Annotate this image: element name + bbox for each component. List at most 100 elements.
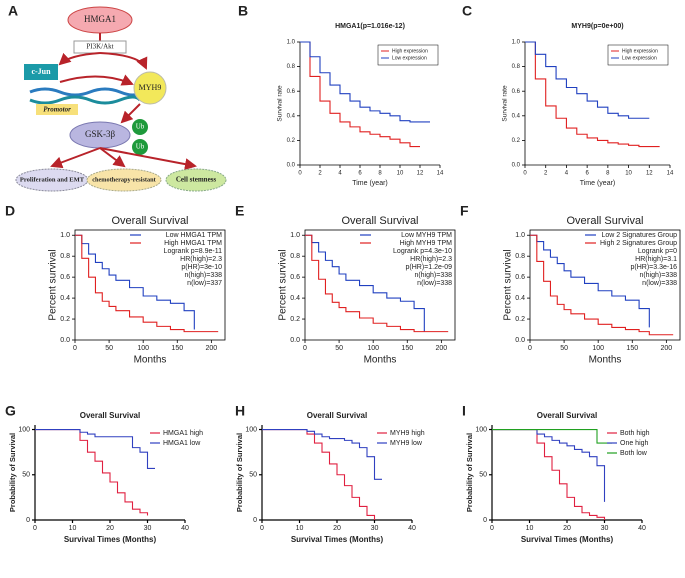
annotation: n(high)=338 — [184, 272, 222, 279]
chart-title: Overall Survival — [537, 411, 597, 420]
x-tick-label: 50 — [335, 345, 343, 352]
x-tick-label: 50 — [560, 345, 568, 352]
survival-curve — [305, 234, 425, 332]
y-tick-label: 0.2 — [60, 316, 70, 323]
x-tick-label: 4 — [338, 171, 342, 177]
plot-frame — [304, 229, 456, 341]
x-tick-label: 6 — [358, 171, 362, 177]
y-axis-label: Percent survival — [48, 249, 59, 320]
x-tick-label: 150 — [401, 345, 413, 352]
annotation: HR(high)=2.3 — [410, 256, 452, 263]
plot-frame — [529, 229, 681, 341]
survival-curve — [35, 428, 149, 516]
chart: I Overall Survival 0 10 20 30 40 0 50 100 Survival… — [462, 403, 650, 544]
chart-title: Overall Survival — [111, 215, 188, 227]
node-shape — [24, 64, 58, 80]
dna-strand — [29, 87, 142, 97]
dna-strand — [29, 95, 142, 105]
x-axis-label: Time (year) — [580, 180, 616, 187]
x-tick-label: 200 — [436, 345, 448, 352]
x-tick-label: 40 — [181, 525, 189, 532]
legend-label: Low expression — [622, 55, 657, 61]
legend-box — [377, 44, 439, 66]
x-tick-label: 0 — [73, 345, 77, 352]
y-tick-label: 50 — [22, 472, 30, 479]
x-tick-label: 20 — [333, 525, 341, 532]
legend-box — [607, 44, 669, 66]
x-tick-label: 10 — [397, 171, 404, 177]
y-tick-label: 0.8 — [287, 64, 296, 70]
x-axis-label: Survival Times (Months) — [521, 535, 614, 544]
diagram: A HMGA1 PI3K/Akt c-Jun Promotor MYH9 GSK… — [8, 3, 227, 192]
y-tick-label: 0.6 — [515, 274, 525, 281]
x-axis-label: Months — [589, 355, 622, 366]
node-label: MYH9 — [139, 83, 162, 92]
survival-curve — [300, 41, 430, 123]
panel-label: E — [235, 203, 244, 219]
panel-label: H — [235, 403, 245, 419]
y-tick-label: 100 — [18, 426, 30, 433]
survival-curve — [492, 428, 606, 520]
x-tick-label: 0 — [303, 345, 307, 352]
node-shape — [36, 104, 78, 115]
x-tick-label: 14 — [667, 171, 674, 177]
survival-curve — [305, 234, 449, 333]
x-tick-label: 30 — [601, 525, 609, 532]
y-tick-label: 0.4 — [515, 295, 525, 302]
y-tick-label: 0.4 — [290, 295, 300, 302]
x-tick-label: 100 — [137, 345, 149, 352]
arrow — [99, 52, 148, 70]
y-tick-label: 0.2 — [512, 138, 521, 144]
y-axis-label: Survival rate — [502, 85, 509, 122]
chart: H Overall Survival 0 10 20 30 40 0 50 100 Survival… — [235, 403, 425, 544]
legend-label: High MYH9 TPM — [400, 240, 453, 247]
panel-label: F — [460, 203, 469, 219]
legend-label: One high — [620, 440, 649, 447]
y-tick-label: 0.0 — [60, 337, 70, 344]
node-label: PI3K/Akt — [86, 43, 113, 51]
x-tick-label: 8 — [606, 171, 610, 177]
x-tick-label: 0 — [523, 171, 527, 177]
node-label: c-Jun — [31, 67, 51, 76]
survival-curve — [525, 41, 650, 119]
x-tick-label: 100 — [367, 345, 379, 352]
y-tick-label: 0.4 — [512, 113, 521, 119]
node-label: Cell stemness — [176, 176, 217, 184]
x-tick-label: 12 — [417, 171, 424, 177]
y-axis-label: Percent survival — [503, 249, 514, 320]
annotation: n(low)=338 — [642, 280, 677, 287]
panel-label: D — [5, 203, 15, 219]
arrow — [99, 147, 126, 168]
node-shape — [133, 71, 167, 105]
annotation: HR(high)=2.3 — [180, 256, 222, 263]
node-shape — [132, 139, 148, 155]
y-tick-label: 100 — [245, 426, 257, 433]
y-axis-label: Probability of Survival — [8, 433, 17, 512]
chart: C MYH9(p=0e+00) 0 2 4 6 8 10 12 14 0.0 0.2 0.4 0.6 0.8… — [462, 3, 674, 187]
x-tick-label: 200 — [206, 345, 218, 352]
y-axis-label: Probability of Survival — [465, 433, 474, 512]
legend-label: High expression — [622, 48, 658, 54]
survival-curve — [525, 41, 660, 148]
arrow — [58, 52, 101, 66]
chart: D Overall Survival 0 50 100 150 200 0.0 0.2 0.4 0.… — [5, 203, 226, 366]
x-axis-label: Survival Times (Months) — [291, 535, 384, 544]
y-tick-label: 0.2 — [515, 316, 525, 323]
survival-curve — [530, 234, 650, 328]
y-tick-label: 50 — [249, 472, 257, 479]
y-tick-label: 0.8 — [290, 253, 300, 260]
survival-curve — [300, 41, 420, 148]
x-axis-label: Survival Times (Months) — [64, 535, 157, 544]
node-shape — [165, 168, 227, 192]
legend-label: HMGA1 low — [163, 440, 201, 447]
y-tick-label: 50 — [479, 472, 487, 479]
x-tick-label: 6 — [585, 171, 589, 177]
x-tick-label: 0 — [528, 345, 532, 352]
y-tick-label: 100 — [475, 426, 487, 433]
legend-label: High 2 Signatures Group — [600, 240, 677, 247]
y-axis-label: Percent survival — [278, 249, 289, 320]
panel-label: C — [462, 3, 472, 19]
node-label: chemotherapy-resistant — [92, 176, 156, 183]
chart-title: Overall Survival — [341, 215, 418, 227]
